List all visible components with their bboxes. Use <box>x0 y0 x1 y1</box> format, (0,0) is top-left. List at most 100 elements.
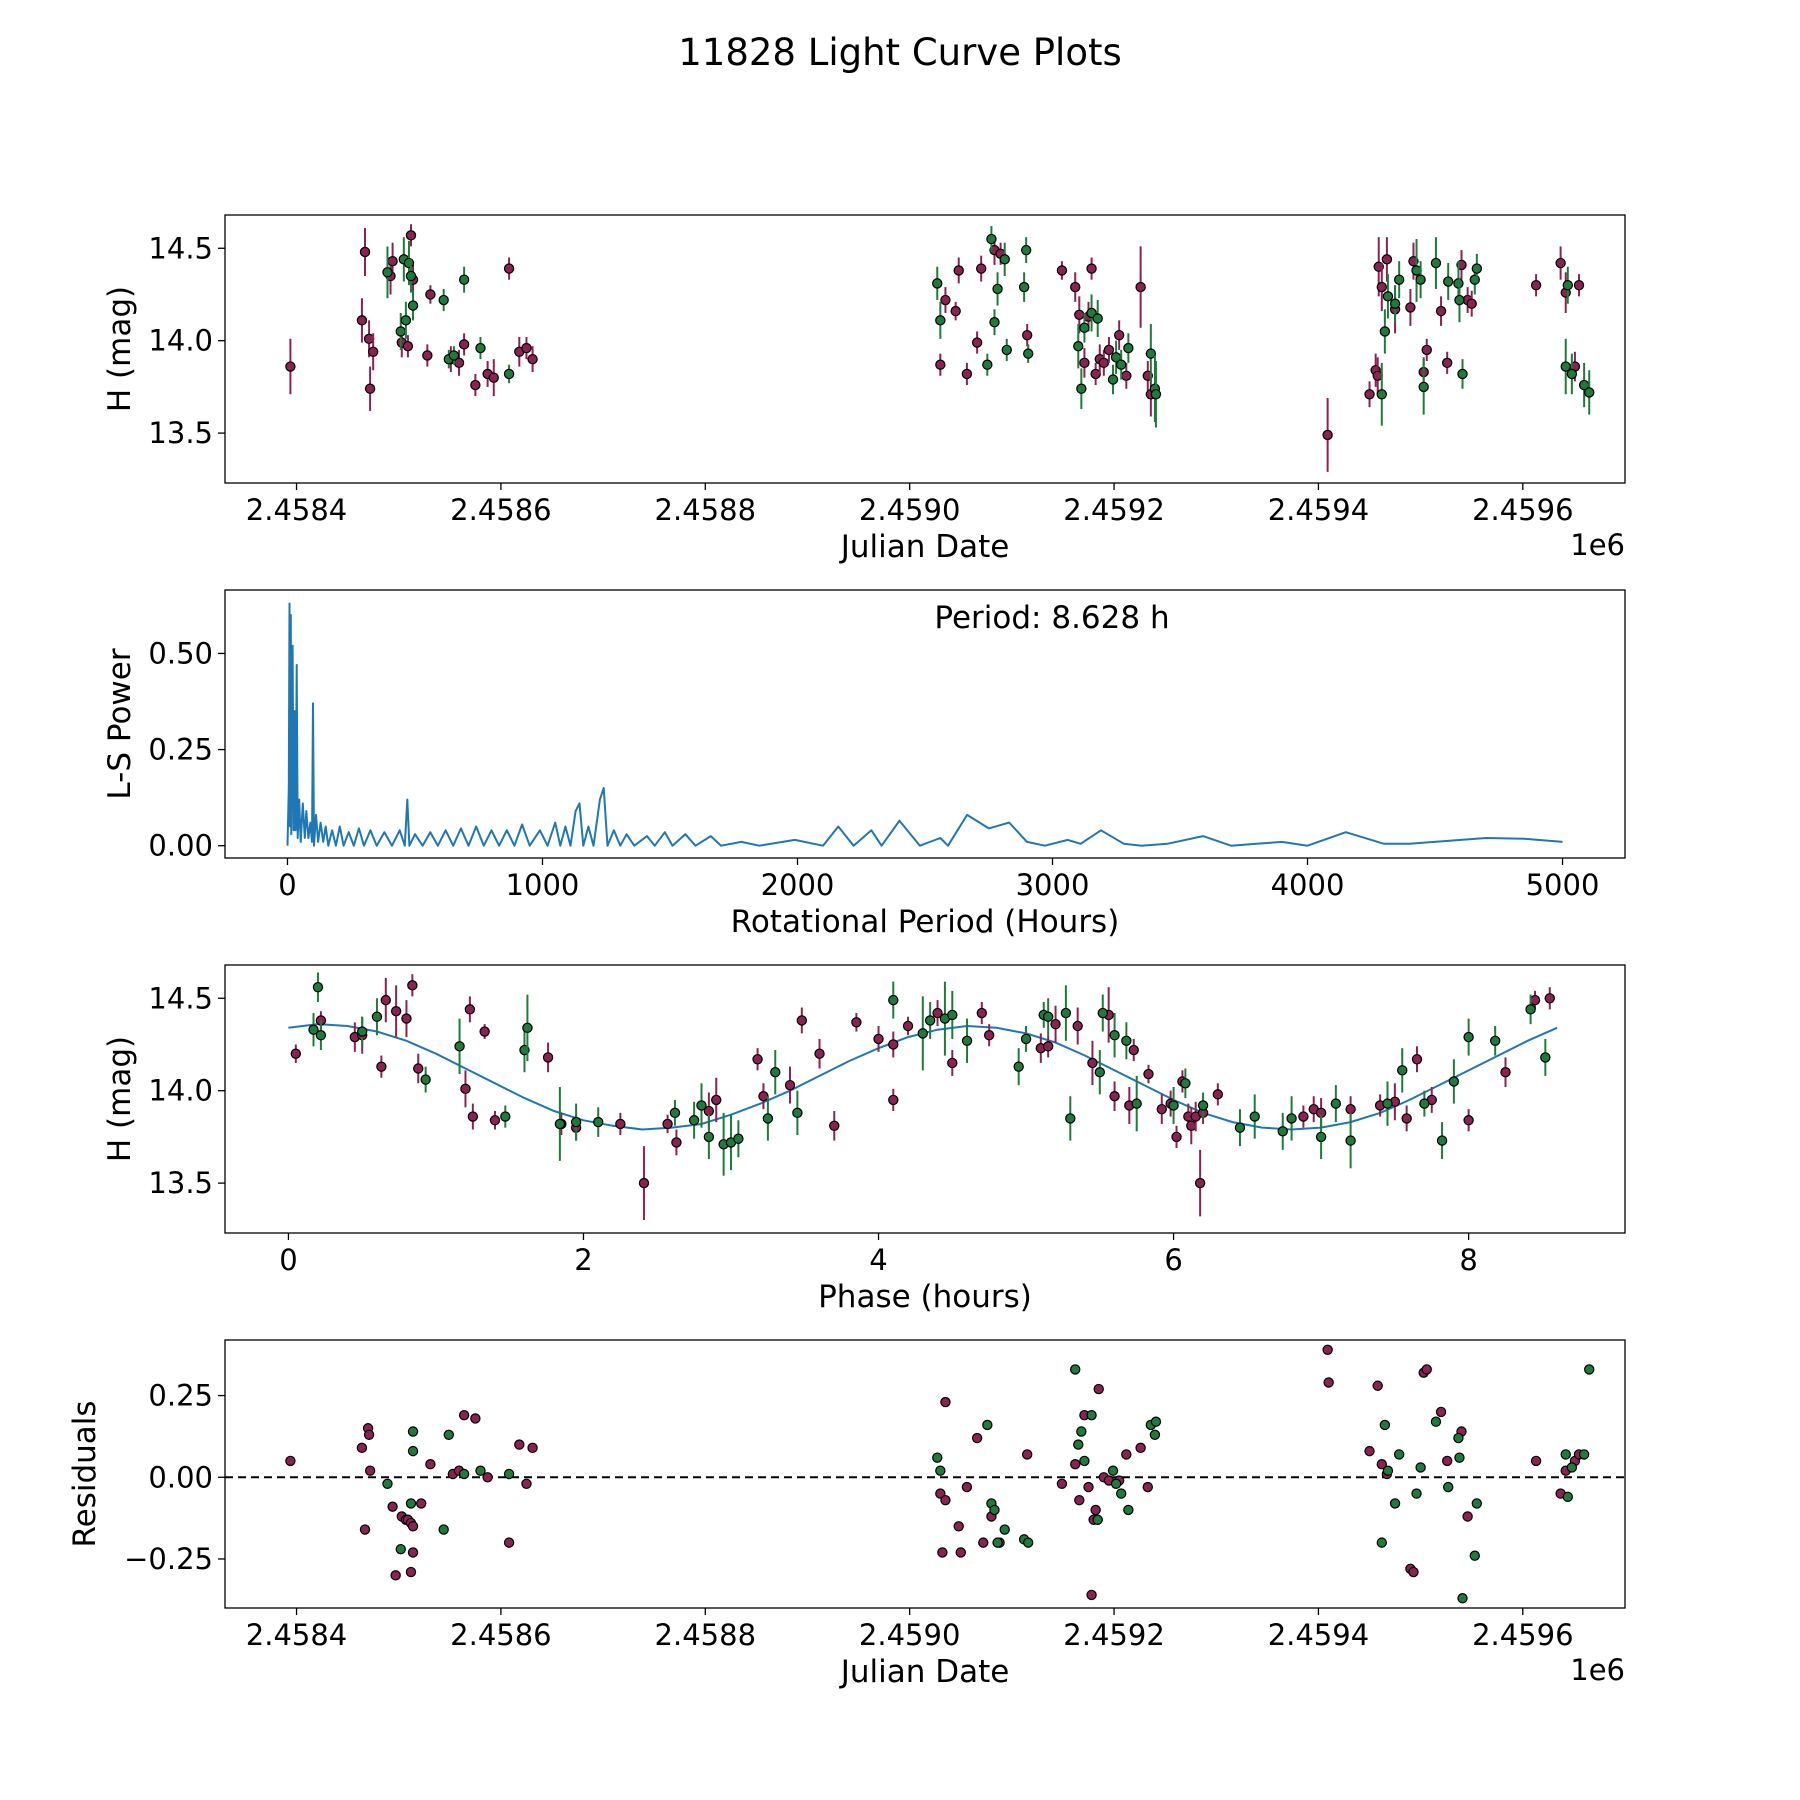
lightcurve-x-tick-label: 2.4586 <box>450 493 551 527</box>
data-point <box>438 1524 449 1535</box>
data-point <box>983 1030 995 1041</box>
residuals-x-tick-label: 2.4596 <box>1472 1618 1573 1652</box>
data-point <box>1070 1364 1081 1375</box>
data-point <box>503 368 515 380</box>
lightcurve-x-tick-label: 2.4584 <box>246 493 347 527</box>
data-point <box>1584 1364 1595 1375</box>
data-point <box>1489 1035 1501 1046</box>
data-point <box>1566 368 1578 380</box>
data-point <box>1110 1478 1122 1490</box>
data-point <box>1560 361 1571 372</box>
data-point <box>851 1017 862 1028</box>
data-point <box>500 1111 511 1122</box>
data-point <box>1018 281 1030 293</box>
data-point <box>464 1004 476 1015</box>
data-point <box>792 1107 803 1119</box>
residuals-x-tick-label: 2.4584 <box>246 1618 347 1652</box>
data-point <box>1435 1406 1447 1418</box>
data-point <box>1443 1481 1454 1493</box>
data-point <box>1145 348 1157 359</box>
data-point <box>407 1445 419 1457</box>
data-point <box>285 1455 296 1467</box>
data-point <box>932 1452 943 1463</box>
phased-x-tick-label: 2 <box>574 1243 592 1277</box>
data-point <box>1500 1066 1511 1078</box>
data-point <box>395 326 406 337</box>
data-point <box>796 1015 808 1026</box>
data-point <box>1123 342 1134 354</box>
data-point <box>1469 1550 1480 1561</box>
data-point <box>1131 1098 1142 1109</box>
data-point <box>1415 1462 1426 1473</box>
data-point <box>1430 1416 1442 1427</box>
data-point <box>1094 1066 1106 1078</box>
data-point <box>1249 1111 1260 1122</box>
data-point <box>1457 368 1468 380</box>
data-point <box>1382 1098 1393 1109</box>
phased-x-tick-label: 6 <box>1164 1243 1182 1277</box>
data-point <box>1042 1011 1054 1022</box>
data-point <box>1171 1131 1182 1143</box>
data-point <box>1121 1449 1132 1460</box>
data-point <box>1393 1449 1405 1460</box>
data-point <box>570 1116 582 1128</box>
data-point <box>1079 322 1090 333</box>
data-point <box>405 1566 417 1578</box>
data-point <box>1421 1364 1432 1375</box>
data-point <box>407 1426 419 1437</box>
data-point <box>932 278 943 289</box>
data-point <box>976 263 987 274</box>
data-point <box>1021 329 1033 341</box>
data-point <box>1530 1455 1542 1467</box>
data-point <box>448 350 460 361</box>
data-point <box>407 980 418 991</box>
data-point <box>1560 1449 1571 1460</box>
data-point <box>1072 1020 1083 1032</box>
data-point <box>638 1177 650 1189</box>
residuals-x-tick-label: 2.4590 <box>859 1618 960 1652</box>
data-point <box>401 1013 412 1024</box>
panel-phased: 0 2 4 6 8 13.5 14.0 14.5 Phase (hours) H (mag) <box>102 964 1626 1315</box>
lightcurve-x-tick-label: 2.4590 <box>859 493 960 527</box>
data-point <box>1376 389 1387 400</box>
lightcurve-x-tick-label: 2.4588 <box>655 493 756 527</box>
lightcurve-y-tick-label: 14.5 <box>148 231 213 265</box>
data-point <box>359 1524 371 1535</box>
data-point <box>1436 1135 1448 1146</box>
data-point <box>1113 329 1125 341</box>
data-point <box>1087 1057 1098 1069</box>
data-point <box>1382 291 1394 302</box>
data-point <box>1381 254 1393 265</box>
data-point <box>356 1026 368 1037</box>
data-point <box>829 1120 840 1132</box>
data-point <box>1393 274 1405 285</box>
data-point <box>1405 302 1416 313</box>
data-point <box>1411 1054 1423 1065</box>
data-point <box>982 359 993 370</box>
data-point <box>1421 344 1432 356</box>
data-point <box>1150 389 1162 400</box>
data-point <box>1298 1111 1309 1122</box>
data-point <box>364 1465 376 1476</box>
data-point <box>1083 1481 1094 1493</box>
phased-y-tick-label: 14.0 <box>148 1074 213 1108</box>
data-point <box>1471 1498 1483 1509</box>
data-point <box>425 289 436 300</box>
data-point <box>1466 298 1477 309</box>
data-point <box>1529 994 1541 1006</box>
data-point <box>387 1501 398 1512</box>
data-point <box>770 1066 781 1078</box>
data-point <box>405 1498 417 1509</box>
data-point <box>888 1039 899 1050</box>
data-point <box>1277 1126 1288 1137</box>
data-point <box>947 1057 958 1069</box>
data-point <box>888 1094 899 1106</box>
data-point <box>467 1111 479 1122</box>
phased-y-tick-label: 13.5 <box>148 1166 213 1200</box>
data-point <box>950 305 961 317</box>
data-point <box>1562 280 1573 291</box>
data-point <box>312 981 324 993</box>
data-point <box>356 1442 368 1454</box>
data-point <box>308 1024 319 1035</box>
data-point <box>1212 1089 1224 1100</box>
